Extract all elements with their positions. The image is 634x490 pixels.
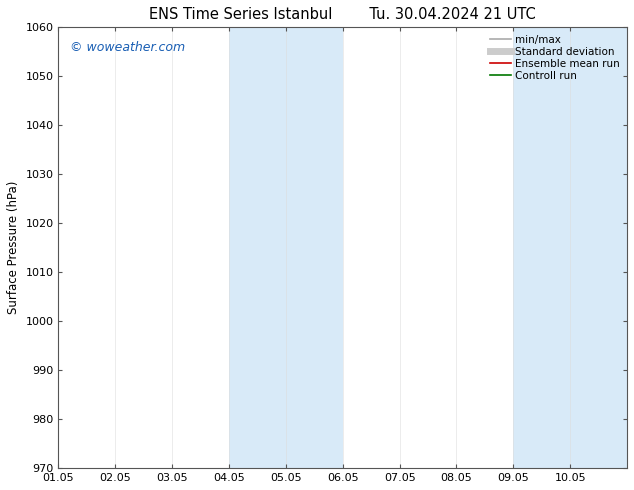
Title: ENS Time Series Istanbul        Tu. 30.04.2024 21 UTC: ENS Time Series Istanbul Tu. 30.04.2024 … [150, 7, 536, 22]
Y-axis label: Surface Pressure (hPa): Surface Pressure (hPa) [7, 181, 20, 315]
Text: © woweather.com: © woweather.com [70, 41, 185, 53]
Legend: min/max, Standard deviation, Ensemble mean run, Controll run: min/max, Standard deviation, Ensemble me… [486, 30, 624, 85]
Bar [229, 27, 343, 468]
Bar [514, 27, 627, 468]
